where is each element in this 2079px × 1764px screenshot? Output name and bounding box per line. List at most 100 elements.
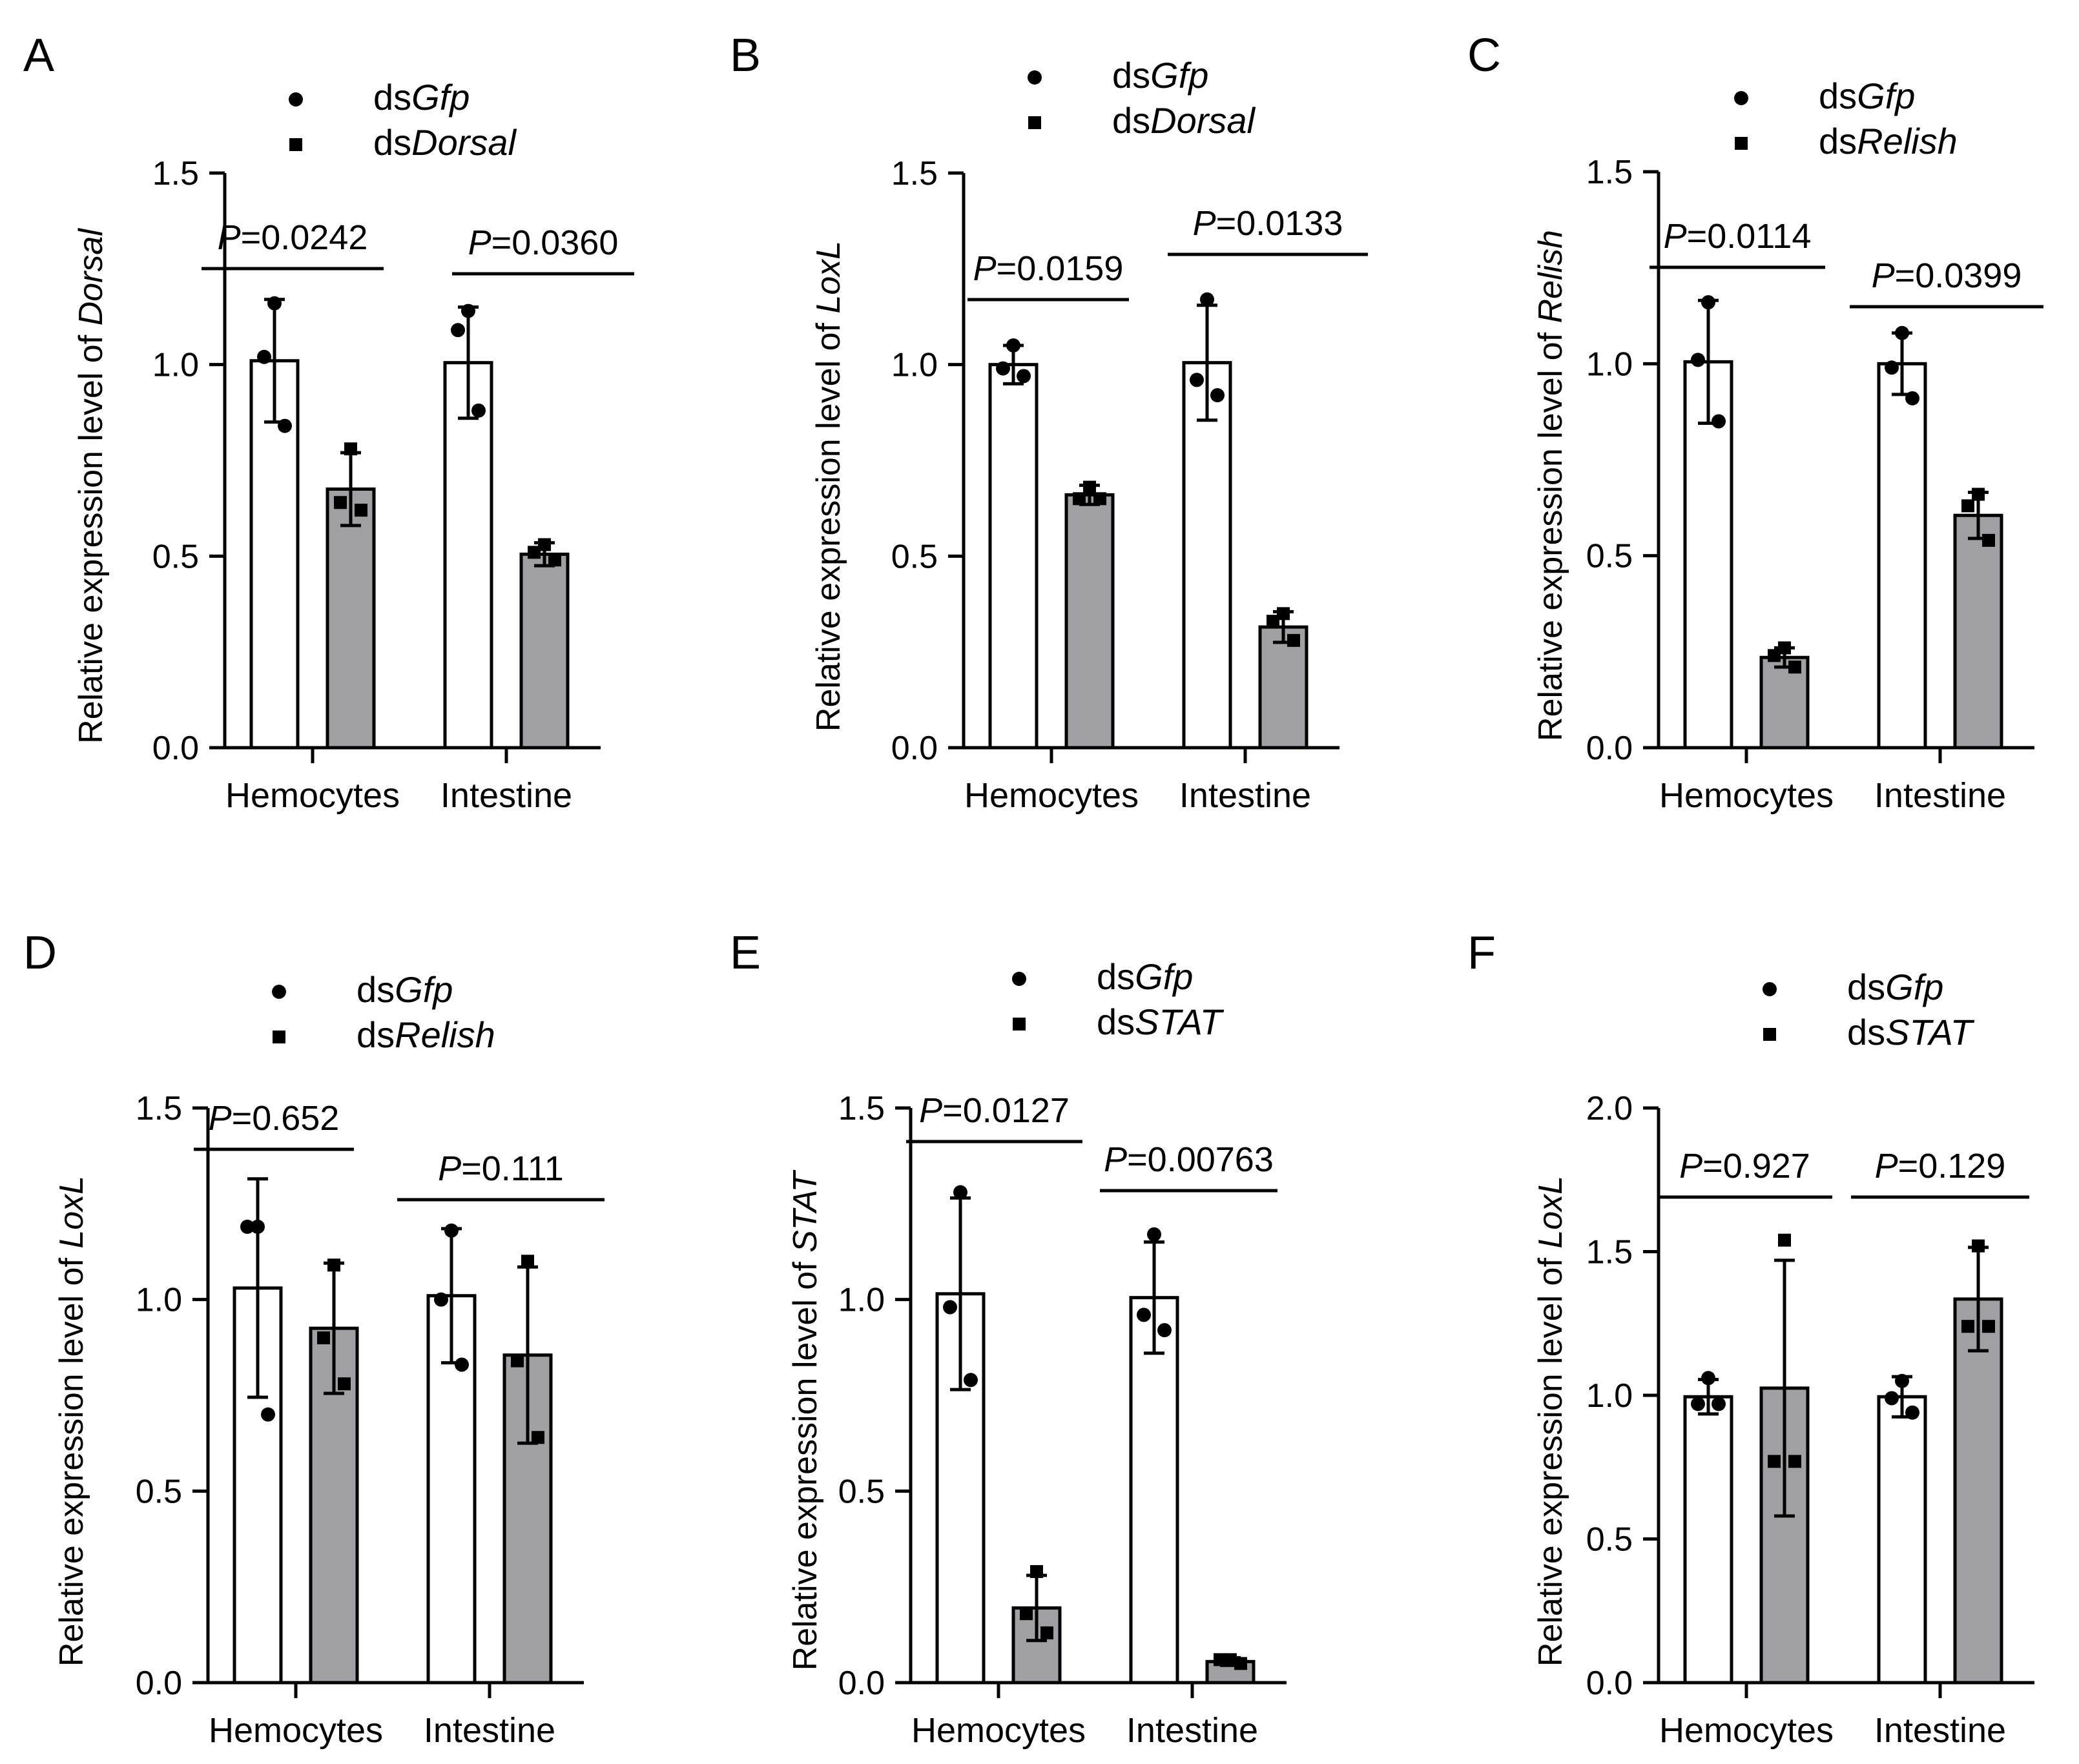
data-point-circle bbox=[1006, 338, 1020, 353]
data-point-square bbox=[1073, 492, 1086, 506]
data-point-square bbox=[1768, 1455, 1781, 1468]
data-point-square bbox=[548, 553, 561, 567]
p-value-label: P=0.111 bbox=[438, 1149, 564, 1188]
y-tick-label: 0.0 bbox=[891, 730, 938, 767]
legend-gene: Gfp bbox=[1857, 76, 1915, 116]
bar-gfp-intestine bbox=[1877, 1395, 1927, 1685]
x-tick-label: Hemocytes bbox=[964, 776, 1139, 815]
p-value-label: P=0.0399 bbox=[1872, 256, 2022, 295]
legend-gene: STAT bbox=[1135, 1001, 1225, 1042]
data-point-square bbox=[511, 1354, 524, 1368]
data-point-square bbox=[1277, 607, 1290, 620]
panel-B: B 0.0 0.5 1.0 1.5 Relative expression level o… bbox=[730, 30, 1368, 815]
p-value-number: =0.00763 bbox=[1127, 1140, 1274, 1179]
data-point-circle bbox=[1147, 1227, 1161, 1242]
p-value-number: =0.0242 bbox=[241, 218, 368, 257]
p-value-letter: P bbox=[1872, 256, 1895, 295]
x-tick-label: Hemocytes bbox=[1659, 776, 1834, 815]
y-tick-label: 0.5 bbox=[891, 538, 938, 575]
p-value-letter: P bbox=[973, 249, 997, 288]
y-axis-label-prefix: Relative expression level of bbox=[787, 1253, 824, 1670]
data-point-square bbox=[1972, 487, 1985, 501]
legend-prefix: ds bbox=[1819, 121, 1857, 161]
legend-gene: Dorsal bbox=[411, 122, 517, 163]
x-tick-label-text: Intestine bbox=[1874, 776, 2006, 815]
legend-prefix: ds bbox=[1819, 76, 1857, 116]
legend-entry: dsRelish bbox=[1819, 121, 1958, 161]
bar-dorsal-intestine bbox=[519, 552, 570, 750]
p-value-number: =0.0133 bbox=[1216, 204, 1343, 243]
data-point-square bbox=[1267, 615, 1279, 628]
panel-letter: F bbox=[1467, 927, 1496, 979]
y-tick-label: 1.0 bbox=[1586, 1377, 1633, 1415]
y-axis-label-gene: LoxL bbox=[810, 241, 847, 314]
bar-gfp-hemocytes bbox=[988, 363, 1039, 750]
legend-marker-square bbox=[273, 1031, 285, 1043]
p-value-label: P=0.652 bbox=[209, 1099, 340, 1138]
data-point-square bbox=[1982, 1320, 1995, 1333]
panel-letter: B bbox=[730, 30, 761, 81]
legend-prefix: ds bbox=[357, 1014, 395, 1055]
legend-gene: Gfp bbox=[1885, 967, 1943, 1007]
p-value-letter: P bbox=[438, 1149, 461, 1188]
legend-marker-circle bbox=[289, 92, 303, 107]
x-tick-label-text: Hemocytes bbox=[1659, 1711, 1834, 1750]
y-tick-label-text: 1.0 bbox=[838, 1282, 885, 1319]
y-tick-label: 1.0 bbox=[891, 347, 938, 384]
data-point-square bbox=[1961, 499, 1974, 513]
x-tick-label: Intestine bbox=[1874, 776, 2006, 815]
p-value-letter: P bbox=[1679, 1147, 1702, 1185]
x-tick-label: Intestine bbox=[424, 1711, 555, 1750]
x-tick-label-text: Hemocytes bbox=[911, 1711, 1086, 1750]
bar-relish-intestine bbox=[1953, 513, 2003, 750]
data-point-square bbox=[1788, 1455, 1801, 1468]
data-point-circle bbox=[1200, 292, 1214, 307]
data-point-circle bbox=[1712, 1397, 1726, 1411]
x-tick-label-text: Hemocytes bbox=[225, 776, 400, 815]
y-axis-label: Relative expression level of LoxL bbox=[810, 241, 847, 732]
p-value-letter: P bbox=[919, 1091, 942, 1130]
legend-gene: Gfp bbox=[1135, 956, 1193, 997]
y-axis-label-prefix: Relative expression level of bbox=[1532, 323, 1569, 741]
y-tick-label-text: 1.5 bbox=[152, 155, 199, 192]
data-point-square bbox=[1982, 533, 1995, 547]
legend-prefix: ds bbox=[373, 122, 411, 163]
p-value-number: =0.927 bbox=[1702, 1147, 1810, 1185]
data-point-square bbox=[317, 1331, 330, 1344]
x-tick-label: Hemocytes bbox=[209, 1711, 383, 1750]
y-axis-label-prefix: Relative expression level of bbox=[1532, 1249, 1569, 1667]
legend-entry: dsDorsal bbox=[1112, 100, 1256, 141]
data-point-circle bbox=[1885, 1391, 1899, 1406]
legend-gene: Relish bbox=[1857, 121, 1958, 161]
y-tick-label: 0.5 bbox=[136, 1473, 182, 1510]
y-tick-label-text: 0.5 bbox=[1586, 1521, 1633, 1559]
x-tick-label: Intestine bbox=[440, 776, 572, 815]
y-tick-label-text: 1.5 bbox=[1586, 1234, 1633, 1271]
legend-gene: Relish bbox=[395, 1014, 495, 1055]
legend-prefix: ds bbox=[1097, 1001, 1135, 1042]
legend-marker-circle bbox=[272, 985, 286, 999]
legend-prefix: ds bbox=[1112, 55, 1150, 96]
data-point-square bbox=[355, 504, 367, 517]
data-point-square bbox=[1788, 661, 1801, 674]
legend-entry: dsDorsal bbox=[373, 122, 517, 163]
x-tick-label: Intestine bbox=[1179, 776, 1311, 815]
y-tick-label: 1.5 bbox=[891, 155, 938, 192]
data-point-square bbox=[1287, 633, 1300, 647]
panel-letter: E bbox=[730, 927, 761, 979]
y-tick-label-text: 0.0 bbox=[136, 1665, 182, 1702]
x-tick-label-text: Intestine bbox=[1874, 1711, 2006, 1750]
bar-gfp-hemocytes bbox=[1683, 360, 1733, 750]
x-tick-label-text: Hemocytes bbox=[209, 1711, 383, 1750]
bar-gfp-intestine bbox=[1129, 1296, 1179, 1685]
panel-C: C 0.0 0.5 1.0 1.5 Relative expression level o… bbox=[1467, 30, 2043, 815]
legend-prefix: ds bbox=[1112, 100, 1150, 141]
data-point-square bbox=[1768, 649, 1781, 662]
x-tick-label: Intestine bbox=[1126, 1711, 1258, 1750]
y-axis-label: Relative expression level of LoxL bbox=[53, 1176, 90, 1667]
y-tick-label: 0.5 bbox=[1586, 538, 1633, 575]
p-value-label: P=0.0133 bbox=[1193, 204, 1343, 243]
data-point-square bbox=[1083, 480, 1096, 494]
p-value-label: P=0.0127 bbox=[919, 1091, 1070, 1130]
p-value-number: =0.0399 bbox=[1895, 256, 2022, 295]
